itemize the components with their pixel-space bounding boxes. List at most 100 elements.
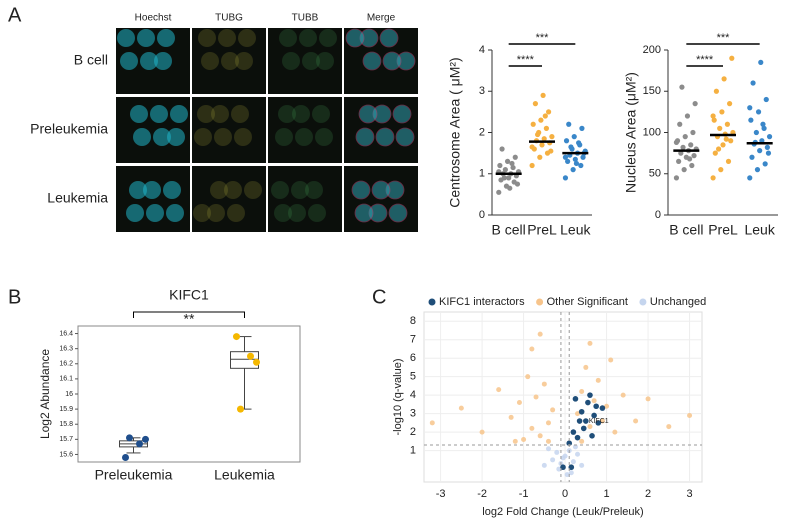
dot bbox=[718, 167, 724, 173]
x-tick-label: B cell bbox=[492, 222, 526, 238]
dot bbox=[764, 144, 770, 150]
panel-label: B bbox=[8, 286, 21, 308]
point bbox=[545, 438, 551, 444]
cell bbox=[221, 52, 239, 70]
cell bbox=[292, 105, 310, 123]
cell bbox=[130, 105, 148, 123]
y-tick-label: 2 bbox=[479, 126, 485, 138]
point bbox=[576, 418, 583, 424]
dot bbox=[720, 142, 726, 148]
y-tick-label: 15.7 bbox=[59, 436, 73, 443]
dot bbox=[691, 153, 697, 159]
cell bbox=[157, 29, 175, 47]
legend-label: Unchanged bbox=[650, 296, 706, 308]
legend-swatch bbox=[536, 298, 544, 306]
cell bbox=[227, 204, 245, 222]
point bbox=[585, 399, 591, 406]
dot bbox=[549, 134, 555, 140]
dot bbox=[572, 156, 578, 162]
cell bbox=[117, 29, 135, 47]
y-axis-label: -log10 (q-value) bbox=[392, 358, 404, 435]
cell bbox=[319, 29, 337, 47]
y-tick-label: 4 bbox=[479, 44, 485, 56]
dot bbox=[540, 92, 546, 98]
cell bbox=[382, 51, 402, 71]
point bbox=[568, 464, 575, 471]
dot bbox=[680, 144, 686, 150]
dot bbox=[538, 117, 544, 123]
dot bbox=[679, 84, 685, 90]
dot bbox=[507, 185, 513, 191]
cell bbox=[305, 181, 323, 199]
dot bbox=[499, 146, 505, 152]
x-tick-label: Preleukemia bbox=[95, 467, 173, 483]
dot bbox=[757, 148, 763, 154]
cell bbox=[395, 127, 415, 147]
cell bbox=[218, 29, 236, 47]
y-axis-label: Nucleus Area (μM²) bbox=[623, 72, 639, 193]
cell bbox=[355, 127, 375, 147]
dot bbox=[532, 101, 539, 107]
dot bbox=[576, 140, 582, 146]
cell bbox=[312, 105, 330, 123]
dot bbox=[514, 181, 521, 187]
sig-label: *** bbox=[717, 32, 731, 44]
cell bbox=[278, 105, 296, 123]
dot bbox=[760, 121, 766, 127]
point bbox=[583, 418, 589, 424]
micrograph bbox=[268, 166, 342, 232]
point bbox=[579, 462, 585, 468]
x-tick-label: -2 bbox=[477, 488, 487, 500]
point bbox=[599, 418, 605, 424]
point bbox=[580, 425, 587, 432]
point bbox=[570, 459, 576, 465]
plot-frame bbox=[77, 325, 301, 463]
legend-swatch bbox=[428, 298, 436, 306]
plot-bg bbox=[423, 311, 703, 483]
point bbox=[479, 429, 485, 435]
sig-label: ** bbox=[184, 311, 195, 327]
cell bbox=[302, 52, 320, 70]
dot bbox=[539, 142, 545, 148]
point bbox=[253, 358, 260, 366]
dot bbox=[688, 142, 694, 148]
sig-label: **** bbox=[517, 54, 535, 66]
dot bbox=[562, 154, 569, 160]
column-header: TUBB bbox=[292, 13, 319, 24]
dot bbox=[571, 134, 577, 140]
y-tick-label: 16.3 bbox=[59, 346, 73, 353]
y-tick-label: 2 bbox=[410, 426, 416, 438]
dot bbox=[761, 125, 767, 131]
x-tick-label: 0 bbox=[562, 488, 568, 500]
cell bbox=[238, 29, 256, 47]
x-tick-label: -3 bbox=[436, 488, 446, 500]
row-label: B cell bbox=[74, 52, 108, 68]
micrograph bbox=[192, 28, 266, 94]
dot bbox=[754, 167, 761, 173]
dot bbox=[725, 158, 732, 164]
dot bbox=[748, 117, 754, 123]
point bbox=[142, 435, 149, 443]
cell bbox=[291, 181, 309, 199]
dot bbox=[682, 134, 688, 140]
point bbox=[529, 425, 535, 431]
y-tick-label: 3 bbox=[479, 85, 485, 97]
dot bbox=[719, 109, 725, 115]
point bbox=[666, 424, 672, 430]
y-tick-label: 16.1 bbox=[59, 376, 73, 383]
x-tick-label: 1 bbox=[604, 488, 610, 500]
dot bbox=[723, 136, 729, 142]
dot bbox=[529, 162, 535, 169]
dot bbox=[689, 162, 695, 169]
cell bbox=[166, 204, 184, 222]
panel-label: A bbox=[8, 4, 22, 26]
cell bbox=[194, 128, 212, 146]
dot bbox=[687, 156, 693, 162]
cell bbox=[371, 180, 391, 200]
dot bbox=[568, 144, 574, 150]
dot bbox=[509, 160, 515, 167]
point bbox=[593, 403, 599, 410]
cell bbox=[345, 28, 365, 48]
y-tick-label: 1 bbox=[479, 168, 485, 180]
point bbox=[525, 374, 531, 380]
